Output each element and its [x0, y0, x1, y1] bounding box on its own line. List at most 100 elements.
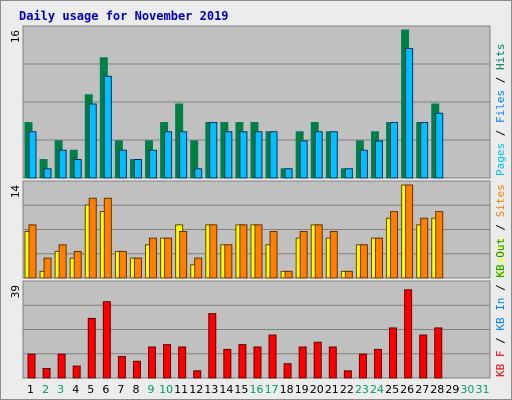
bar-kb-f [434, 327, 443, 379]
x-tick-label: 20 [310, 383, 324, 396]
bar-sites [374, 237, 383, 279]
x-tick-label: 19 [295, 383, 309, 396]
bar-kb-f [178, 346, 187, 379]
bar-sites [299, 231, 308, 279]
x-axis-day-labels: 1 2 3 4 5 6 7 8 9 10 11 12 13 14 15 16 17 18 19 20 21 22 23 24 2… [27, 383, 489, 396]
bar-kb-f [268, 334, 277, 379]
bar-sites [43, 257, 52, 279]
y-max-label: 39 [9, 285, 22, 298]
bar-kb-f [238, 344, 247, 379]
bar-sites [359, 244, 368, 279]
bar-files [209, 122, 218, 179]
bar-sites [194, 257, 203, 279]
bar-kb-f [283, 363, 292, 379]
bar-sites [269, 231, 278, 279]
bar-kb-f [148, 346, 157, 379]
panel-pages-files-hits: 16 Pages / Files / Hits [9, 25, 507, 179]
x-tick-label: 15 [234, 383, 248, 396]
bar-sites [58, 244, 67, 279]
bar-files [435, 112, 444, 179]
bar-kb-f [343, 370, 352, 379]
x-tick-label: 17 [265, 383, 279, 396]
x-tick-label: 21 [325, 383, 339, 396]
bar-sites [254, 224, 263, 279]
bar-sites [28, 224, 37, 279]
bar-sites [179, 231, 188, 279]
x-tick-label: 8 [132, 383, 139, 396]
bar-sites [329, 231, 338, 279]
bar-sites [405, 184, 414, 279]
bar-files [390, 122, 399, 179]
bar-files [88, 103, 97, 179]
x-tick-label: 2 [42, 383, 49, 396]
bar-files [103, 75, 112, 179]
bar-sites [149, 237, 158, 279]
bar-kb-f [223, 348, 232, 379]
legend-sep: / [494, 123, 507, 143]
legend-sep: / [494, 217, 507, 237]
x-tick-label: 22 [340, 383, 354, 396]
bar-kb-f [389, 327, 398, 379]
bar-sites [133, 257, 142, 279]
bar-files [58, 149, 67, 179]
bar-sites [314, 224, 323, 279]
bar-files [269, 131, 278, 179]
panel-visits-sites: 14 Visits / Sites [9, 180, 507, 279]
x-tick-label: 12 [189, 383, 203, 396]
x-tick-label: 1 [27, 383, 34, 396]
legend-entry: Pages [494, 143, 507, 176]
bar-files [133, 159, 142, 179]
x-tick-label: 7 [117, 383, 124, 396]
x-tick-label: 10 [159, 383, 173, 396]
bar-kb-f [373, 348, 382, 379]
right-legend: Visits / Sites [494, 184, 507, 277]
x-tick-label: 31 [475, 383, 489, 396]
bar-kb-f [358, 353, 367, 379]
y-max-label: 14 [9, 185, 22, 199]
bar-files [359, 149, 368, 179]
bar-kb-f [404, 289, 413, 379]
legend-entry: KB F [494, 351, 507, 378]
bar-files [28, 131, 37, 179]
x-tick-label: 24 [370, 383, 384, 396]
x-tick-label: 5 [87, 383, 94, 396]
bar-files [299, 140, 308, 179]
bar-files [239, 131, 248, 179]
legend-entry: Hits [494, 44, 507, 71]
legend-entry: Sites [494, 184, 507, 217]
bar-kb-f [163, 344, 172, 379]
bar-sites [164, 237, 173, 279]
y-max-label: 16 [9, 30, 22, 43]
bar-kb-f [57, 353, 66, 379]
x-tick-label: 30 [460, 383, 474, 396]
bar-files [314, 131, 323, 179]
bar-files [254, 131, 263, 179]
bar-kb-f [132, 360, 141, 379]
x-tick-label: 23 [355, 383, 369, 396]
legend-entry: Visits [494, 237, 507, 277]
bar-kb-f [253, 346, 262, 379]
bar-files [329, 131, 338, 179]
bar-sites [103, 197, 112, 279]
x-tick-label: 27 [415, 383, 429, 396]
x-tick-label: 26 [400, 383, 414, 396]
bar-files [164, 131, 173, 179]
right-legend: KB F / KB In / KB Out [494, 238, 507, 377]
legend-sep: / [494, 278, 507, 298]
bar-sites [239, 224, 248, 279]
bar-sites [209, 224, 218, 279]
bar-kb-f [328, 346, 337, 379]
bar-sites [224, 244, 233, 279]
bar-files [194, 168, 203, 179]
bar-sites [118, 250, 127, 279]
bar-sites [344, 270, 353, 279]
bar-files [344, 168, 353, 179]
panel-kbytes: 39 KB F / KB In / KB Out [9, 238, 507, 379]
x-tick-label: 29 [445, 383, 459, 396]
x-tick-label: 3 [57, 383, 64, 396]
bar-sites [420, 217, 429, 279]
right-legend: Pages / Files / Hits [494, 44, 507, 177]
legend-entry: Files [494, 90, 507, 123]
bar-sites [284, 270, 293, 279]
bar-files [149, 149, 158, 179]
